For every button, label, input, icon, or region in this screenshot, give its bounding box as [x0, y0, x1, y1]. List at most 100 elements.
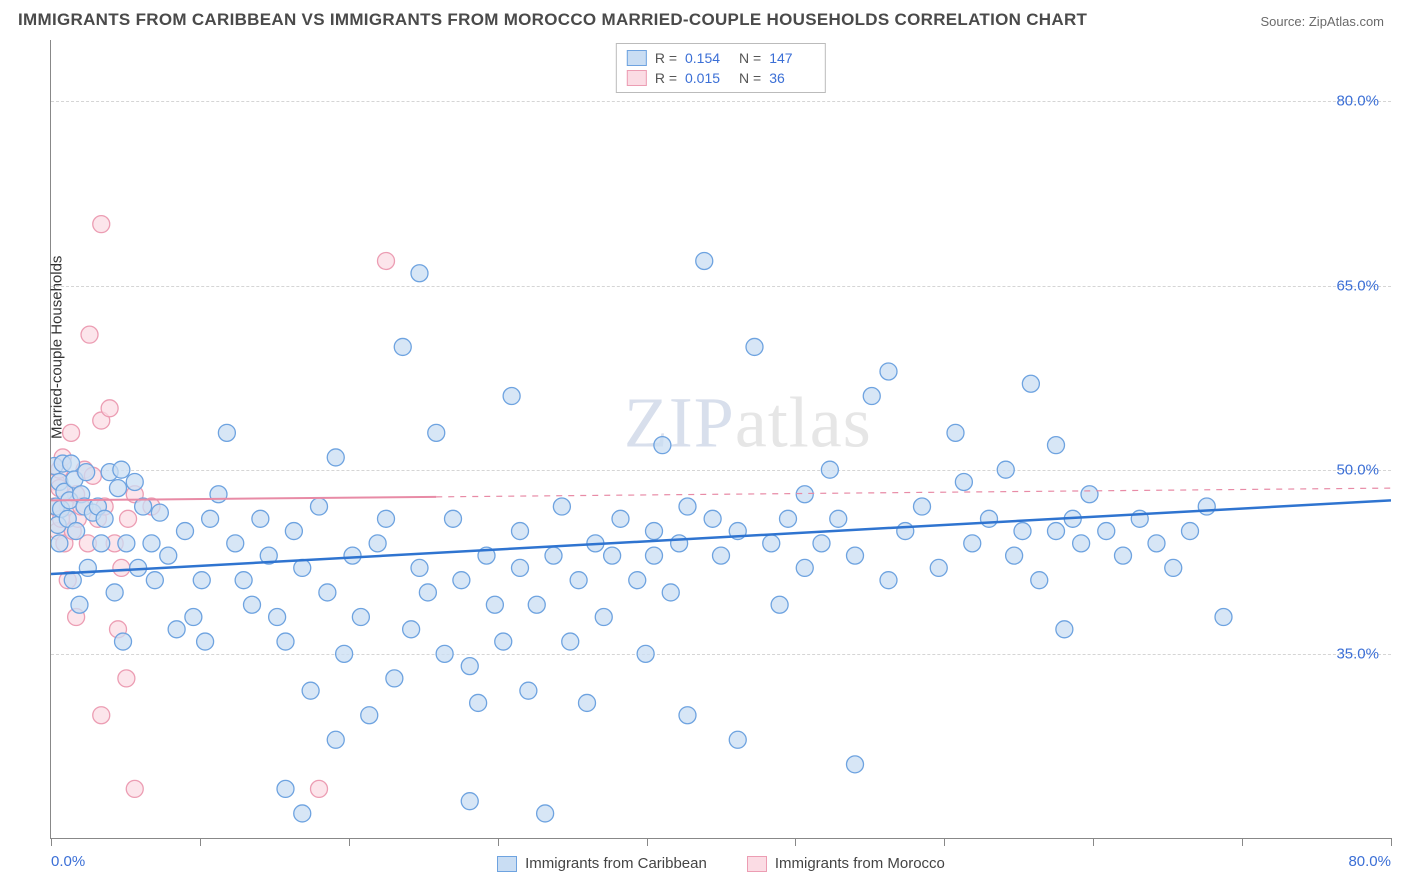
scatter-point [79, 559, 96, 576]
scatter-point [679, 707, 696, 724]
scatter-point [227, 535, 244, 552]
scatter-point [713, 547, 730, 564]
x-tick [944, 838, 945, 846]
scatter-point [512, 523, 529, 540]
legend-item-caribbean: Immigrants from Caribbean [497, 855, 707, 872]
scatter-point [545, 547, 562, 564]
scatter-point [771, 596, 788, 613]
legend-item-morocco: Immigrants from Morocco [747, 855, 945, 872]
scatter-point [126, 473, 143, 490]
scatter-point [277, 633, 294, 650]
n-label: N = [739, 70, 761, 86]
plot-area: ZIPatlas R = 0.154 N = 147 R = 0.015 N =… [50, 40, 1391, 839]
scatter-point [1048, 523, 1065, 540]
scatter-point [897, 523, 914, 540]
swatch-icon [497, 856, 517, 872]
scatter-point [294, 805, 311, 822]
scatter-point [386, 670, 403, 687]
scatter-point [378, 510, 395, 527]
scatter-point [914, 498, 931, 515]
scatter-point [947, 424, 964, 441]
r-label: R = [655, 50, 677, 66]
scatter-point [319, 584, 336, 601]
scatter-point [277, 780, 294, 797]
scatter-point [930, 559, 947, 576]
scatter-point [821, 461, 838, 478]
legend-series: Immigrants from Caribbean Immigrants fro… [51, 855, 1391, 872]
x-tick [1391, 838, 1392, 846]
series-label: Immigrants from Caribbean [525, 855, 707, 872]
scatter-point [1098, 523, 1115, 540]
scatter-point [1215, 609, 1232, 626]
x-tick-label: 0.0% [51, 853, 85, 870]
scatter-point [361, 707, 378, 724]
scatter-point [185, 609, 202, 626]
scatter-point [512, 559, 529, 576]
scatter-point [445, 510, 462, 527]
scatter-point [344, 547, 361, 564]
scatter-point [269, 609, 286, 626]
scatter-point [294, 559, 311, 576]
scatter-point [528, 596, 545, 613]
scatter-point [813, 535, 830, 552]
scatter-point [1006, 547, 1023, 564]
scatter-svg [51, 40, 1391, 838]
scatter-point [146, 572, 163, 589]
scatter-point [637, 645, 654, 662]
scatter-point [880, 363, 897, 380]
scatter-point [93, 707, 110, 724]
scatter-point [780, 510, 797, 527]
scatter-point [252, 510, 269, 527]
scatter-point [1198, 498, 1215, 515]
scatter-point [151, 504, 168, 521]
scatter-point [570, 572, 587, 589]
scatter-point [63, 455, 80, 472]
scatter-point [1031, 572, 1048, 589]
scatter-point [193, 572, 210, 589]
scatter-point [96, 510, 113, 527]
scatter-point [210, 486, 227, 503]
scatter-point [746, 338, 763, 355]
scatter-point [486, 596, 503, 613]
x-tick [795, 838, 796, 846]
scatter-point [311, 498, 328, 515]
swatch-icon [627, 70, 647, 86]
n-value: 36 [769, 70, 815, 86]
x-tick [51, 838, 52, 846]
scatter-point [113, 461, 130, 478]
scatter-point [696, 252, 713, 269]
scatter-point [113, 559, 130, 576]
scatter-point [537, 805, 554, 822]
scatter-point [880, 572, 897, 589]
scatter-point [394, 338, 411, 355]
series-label: Immigrants from Morocco [775, 855, 945, 872]
scatter-point [110, 480, 127, 497]
x-tick [647, 838, 648, 846]
scatter-point [428, 424, 445, 441]
scatter-point [378, 252, 395, 269]
scatter-point [1048, 437, 1065, 454]
scatter-point [763, 535, 780, 552]
scatter-point [403, 621, 420, 638]
x-tick [1093, 838, 1094, 846]
x-tick [1242, 838, 1243, 846]
scatter-point [847, 756, 864, 773]
scatter-point [51, 535, 68, 552]
scatter-point [71, 596, 88, 613]
scatter-point [604, 547, 621, 564]
scatter-point [168, 621, 185, 638]
scatter-point [302, 682, 319, 699]
scatter-point [369, 535, 386, 552]
scatter-point [646, 523, 663, 540]
scatter-point [327, 731, 344, 748]
scatter-point [847, 547, 864, 564]
source-attribution: Source: ZipAtlas.com [1260, 14, 1384, 29]
scatter-point [101, 400, 118, 417]
scatter-point [1073, 535, 1090, 552]
scatter-point [436, 645, 453, 662]
scatter-point [202, 510, 219, 527]
scatter-point [311, 780, 328, 797]
scatter-point [1182, 523, 1199, 540]
scatter-point [235, 572, 252, 589]
scatter-point [595, 609, 612, 626]
